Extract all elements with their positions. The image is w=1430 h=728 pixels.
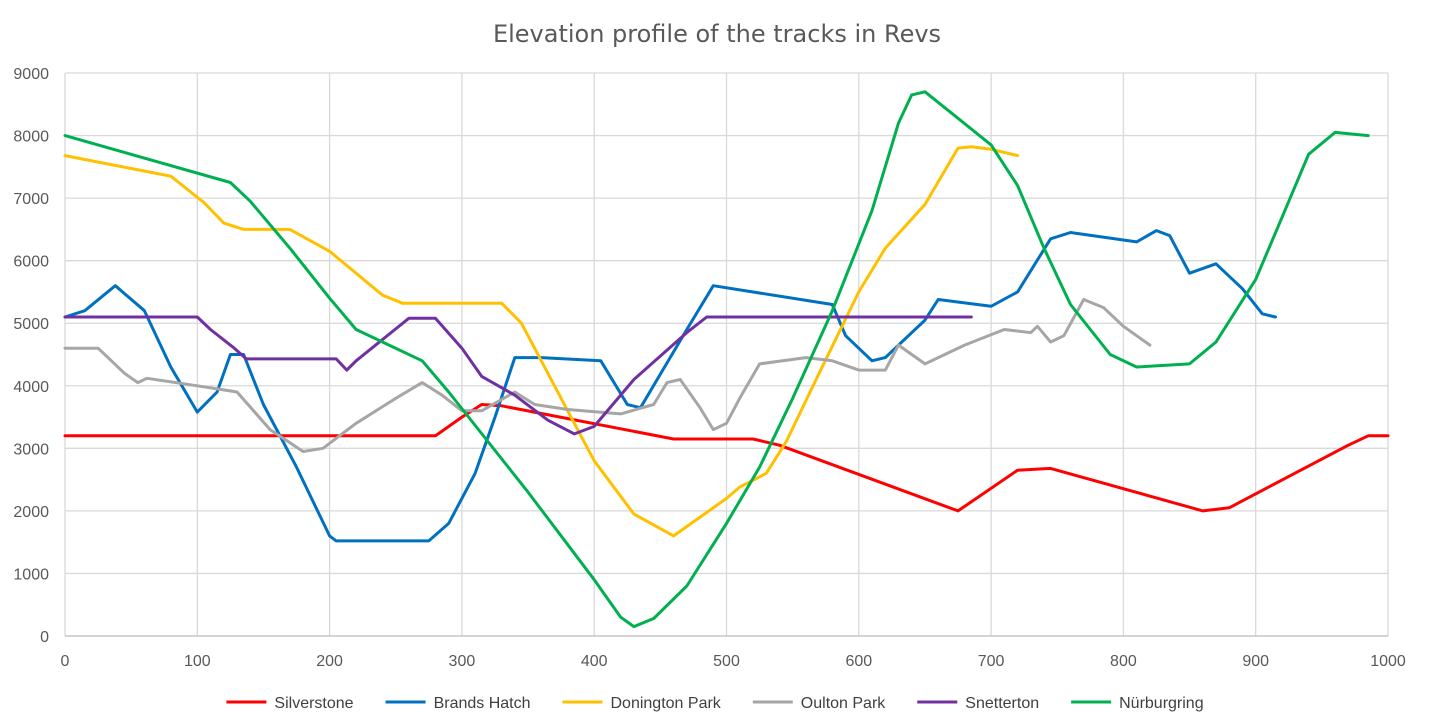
series-layer — [63, 90, 1390, 629]
legend-label: Nürburgring — [1119, 695, 1203, 712]
x-tick-label: 100 — [184, 653, 211, 670]
x-tick-label: 700 — [978, 653, 1005, 670]
y-tick-label: 0 — [40, 629, 49, 646]
legend-label: Snetterton — [965, 695, 1039, 712]
x-tick-labels: 0 100 200 300 400 500 600 700 800 900 1000 — [61, 653, 1406, 670]
y-tick-label: 2000 — [13, 504, 49, 521]
y-tick-label: 9000 — [13, 66, 49, 83]
legend-item: Donington Park — [562, 695, 722, 712]
series-line-snetterton — [63, 315, 973, 436]
legend-label: Brands Hatch — [434, 695, 531, 712]
legend: Silverstone Brands Hatch Donington Park Oul… — [226, 695, 1204, 712]
legend-item: Silverstone — [226, 695, 354, 712]
series-line-donington-park — [63, 145, 1020, 538]
legend-item: Brands Hatch — [385, 695, 531, 712]
x-tick-label: 400 — [581, 653, 608, 670]
y-tick-label: 8000 — [13, 129, 49, 146]
x-tick-label: 1000 — [1370, 653, 1406, 670]
y-tick-label: 5000 — [13, 316, 49, 333]
x-tick-label: 500 — [713, 653, 740, 670]
x-tick-label: 300 — [449, 653, 476, 670]
grid — [64, 72, 1389, 637]
legend-label: Oulton Park — [801, 695, 886, 712]
y-tick-labels: 0 1000 2000 3000 4000 5000 6000 7000 8000 9000 — [13, 66, 49, 646]
x-tick-label: 600 — [845, 653, 872, 670]
y-tick-label: 3000 — [13, 441, 49, 458]
legend-item: Nürburgring — [1071, 695, 1204, 712]
x-tick-label: 0 — [61, 653, 70, 670]
x-tick-label: 200 — [316, 653, 343, 670]
y-tick-label: 4000 — [13, 379, 49, 396]
x-tick-label: 800 — [1110, 653, 1137, 670]
y-tick-label: 1000 — [13, 566, 49, 583]
series-line-oulton-park — [63, 298, 1152, 453]
y-tick-label: 6000 — [13, 254, 49, 271]
series-line-n-rburgring — [63, 90, 1370, 629]
legend-item: Snetterton — [917, 695, 1039, 712]
x-tick-label: 900 — [1242, 653, 1269, 670]
y-tick-label: 7000 — [13, 191, 49, 208]
legend-item: Oulton Park — [752, 695, 886, 712]
chart-title: Elevation profile of the tracks in Revs — [493, 20, 941, 48]
legend-label: Donington Park — [611, 695, 722, 712]
legend-label: Silverstone — [274, 695, 353, 712]
series-line-brands-hatch — [63, 229, 1277, 543]
